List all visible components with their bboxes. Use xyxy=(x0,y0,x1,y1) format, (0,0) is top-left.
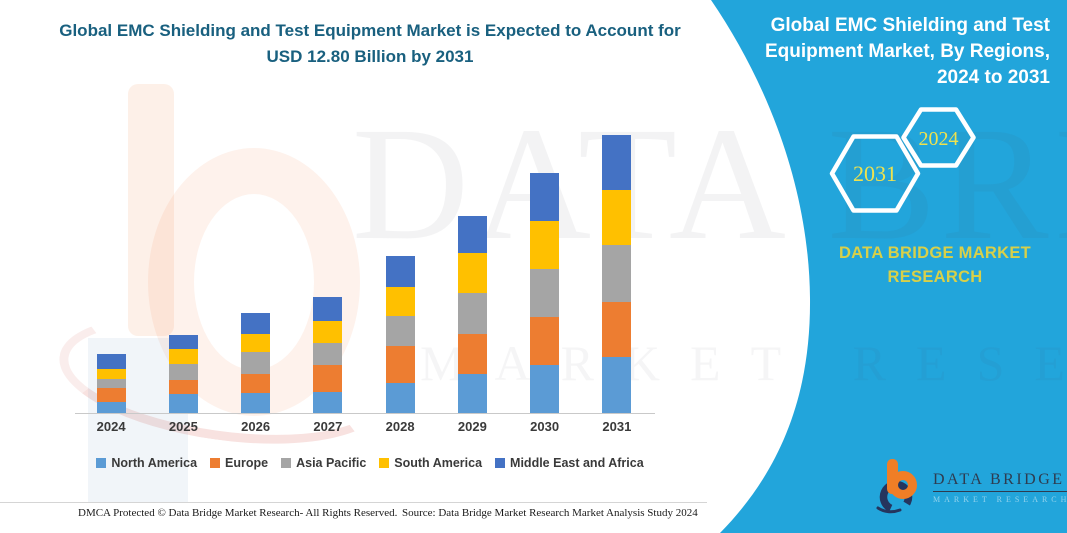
segment-2025-europe xyxy=(168,380,198,394)
bars-row xyxy=(75,128,653,413)
logo-title: DATA BRIDGE xyxy=(933,471,1067,492)
logo-orange-bowl-icon xyxy=(889,471,917,499)
segment-2027-europe xyxy=(313,364,343,392)
legend-swatch-icon xyxy=(96,458,107,468)
x-axis-line xyxy=(75,413,655,414)
legend-item-north-america: North America xyxy=(96,456,197,470)
segment-2028-middle-east-and-africa xyxy=(385,256,415,287)
panel-heading: Global EMC Shielding and Test Equipment … xyxy=(764,15,1050,89)
footer-divider xyxy=(0,502,707,503)
segment-2027-asia-pacific xyxy=(313,343,343,365)
x-label-2031: 2031 xyxy=(602,419,632,434)
x-axis-labels: 2024 2025 2026 2027 2028 2029 2030 2031 xyxy=(75,419,653,434)
blue-panel-shape xyxy=(711,0,1067,533)
segment-2024-europe xyxy=(96,388,126,402)
legend-label: South America xyxy=(394,456,483,470)
dmca-text: DMCA Protected © Data Bridge Market Rese… xyxy=(78,507,398,519)
segment-2026-asia-pacific xyxy=(241,352,271,374)
segment-2025-north-america xyxy=(168,393,198,413)
chart-legend: North America Europe Asia Pacific South Ame… xyxy=(65,456,675,470)
data-bridge-logo: DATA BRIDGE MARKET RESEARCH xyxy=(876,458,1067,516)
segment-2030-middle-east-and-africa xyxy=(530,173,560,221)
bar-2029 xyxy=(436,128,508,413)
legend-swatch-icon xyxy=(281,458,292,468)
segment-2031-north-america xyxy=(602,357,632,413)
segment-2024-south-america xyxy=(96,368,126,380)
hexagon-2031-icon xyxy=(829,134,921,213)
x-label-2025: 2025 xyxy=(168,419,198,434)
legend-item-middle-east-and-africa: Middle East and Africa xyxy=(495,456,644,470)
segment-2030-asia-pacific xyxy=(530,269,560,317)
segment-2030-north-america xyxy=(530,365,560,413)
legend-label: North America xyxy=(111,456,198,470)
page-title: Global EMC Shielding and Test Equipment … xyxy=(59,21,681,66)
logo-tagline: MARKET RESEARCH xyxy=(933,495,1067,504)
legend-swatch-icon xyxy=(379,458,390,468)
legend-item-south-america: South America xyxy=(379,456,482,470)
segment-2029-north-america xyxy=(457,373,487,413)
segment-2024-asia-pacific xyxy=(96,379,126,389)
segment-2030-south-america xyxy=(530,220,560,270)
segment-2031-middle-east-and-africa xyxy=(602,135,632,190)
segment-2029-asia-pacific xyxy=(457,293,487,335)
segment-2031-europe xyxy=(602,301,632,358)
x-label-2027: 2027 xyxy=(313,419,343,434)
data-bridge-logo-icon xyxy=(876,459,917,514)
hexagon-2024-year: 2024 xyxy=(919,128,959,150)
legend-label: Europe xyxy=(225,456,269,470)
segment-2028-europe xyxy=(385,345,415,384)
segment-2027-middle-east-and-africa xyxy=(313,297,343,322)
legend-item-europe: Europe xyxy=(210,456,268,470)
legend-label: Asia Pacific xyxy=(296,456,367,470)
segment-2030-europe xyxy=(530,317,560,365)
segment-2026-south-america xyxy=(241,333,271,353)
segment-2029-middle-east-and-africa xyxy=(457,215,487,254)
logo-text-block: DATA BRIDGE MARKET RESEARCH xyxy=(933,458,1067,504)
segment-2031-asia-pacific xyxy=(602,244,632,302)
brand-caption: DATA BRIDGE MARKET RESEARCH xyxy=(838,244,1032,286)
segment-2027-north-america xyxy=(313,391,343,413)
bar-2027 xyxy=(292,128,364,413)
x-label-2026: 2026 xyxy=(241,419,271,434)
segment-2031-south-america xyxy=(602,189,632,245)
segment-2027-south-america xyxy=(313,321,343,344)
x-label-2028: 2028 xyxy=(385,419,415,434)
segment-2026-north-america xyxy=(241,392,271,413)
legend-label: Middle East and Africa xyxy=(510,456,644,470)
bar-2028 xyxy=(364,128,436,413)
segment-2028-south-america xyxy=(385,286,415,317)
x-label-2024: 2024 xyxy=(96,419,126,434)
source-text: Source: Data Bridge Market Research Mark… xyxy=(402,507,698,519)
segment-2024-middle-east-and-africa xyxy=(96,354,126,369)
segment-2025-asia-pacific xyxy=(168,363,198,381)
hexagon-2031-year: 2031 xyxy=(853,161,897,186)
segment-2025-south-america xyxy=(168,348,198,364)
legend-item-asia-pacific: Asia Pacific xyxy=(281,456,366,470)
segment-2028-north-america xyxy=(385,383,415,413)
x-label-2029: 2029 xyxy=(457,419,487,434)
segment-2026-europe xyxy=(241,373,271,393)
bar-2030 xyxy=(509,128,581,413)
bar-2031 xyxy=(581,128,653,413)
segment-2028-asia-pacific xyxy=(385,316,415,346)
hexagon-2024-icon xyxy=(901,107,976,168)
hexagon-badges: 2031 2024 xyxy=(829,107,976,213)
bar-2026 xyxy=(220,128,292,413)
segment-2029-europe xyxy=(457,334,487,374)
segment-2024-north-america xyxy=(96,401,126,413)
logo-navy-tail-icon xyxy=(876,506,902,514)
segment-2026-middle-east-and-africa xyxy=(241,313,271,334)
bar-2025 xyxy=(147,128,219,413)
x-label-2030: 2030 xyxy=(530,419,560,434)
legend-swatch-icon xyxy=(210,458,221,468)
bar-2024 xyxy=(75,128,147,413)
legend-swatch-icon xyxy=(495,458,506,468)
segment-2029-south-america xyxy=(457,253,487,294)
segment-2025-middle-east-and-africa xyxy=(168,334,198,349)
